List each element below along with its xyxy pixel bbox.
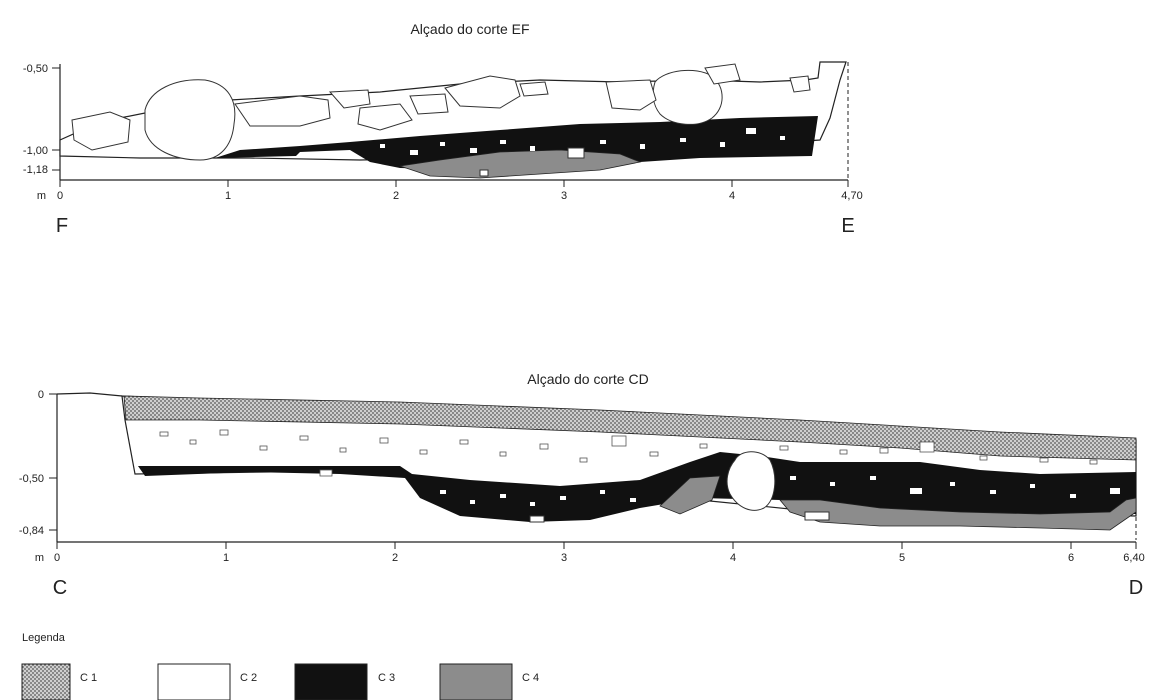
legend-label: C 2 — [240, 672, 257, 684]
legend-item-c2: C 2 — [157, 663, 257, 700]
cd-layer-c3 — [138, 452, 1136, 522]
legend: Legenda C 1 C 2 C 3 C 4 — [21, 632, 539, 700]
cd-y-tick: -0,84 — [19, 525, 44, 537]
legend-swatch-c3 — [294, 663, 368, 700]
ef-x-tick: 2 — [393, 190, 399, 202]
legend-swatch-c1 — [21, 663, 71, 700]
legend-item-c4: C 4 — [439, 663, 539, 700]
cd-layer-c4 — [659, 475, 1137, 531]
section-cd-title: Alçado do corte CD — [527, 371, 648, 387]
ef-y-tick: -0,50 — [23, 63, 48, 75]
cd-left-label: C — [53, 577, 67, 599]
cd-stones-c3 — [440, 476, 1120, 523]
section-cd-x-axis: m 0 1 2 3 4 5 6 6,40 — [35, 541, 1145, 564]
legend-label: C 1 — [80, 672, 97, 684]
ef-x-tick: 3 — [561, 190, 567, 202]
cd-y-tick: 0 — [38, 389, 44, 401]
legend-item-c3: C 3 — [294, 663, 395, 700]
section-ef-x-axis: m 0 1 2 3 4 4,70 — [37, 179, 863, 202]
ef-x-tick: 0 — [57, 190, 63, 202]
cd-x-tick: 6,40 — [1123, 552, 1144, 564]
cd-x-tick: 2 — [392, 552, 398, 564]
section-ef: Alçado do corte EF -0,50 -1,00 -1,18 m 0… — [23, 21, 863, 237]
cd-x-tick: 3 — [561, 552, 567, 564]
section-cd-y-axis: 0 -0,50 -0,84 — [19, 389, 58, 542]
ef-x-tick: 4,70 — [841, 190, 862, 202]
cd-x-tick: 0 — [54, 552, 60, 564]
cd-x-unit: m — [35, 552, 44, 564]
section-ef-y-axis: -0,50 -1,00 -1,18 — [23, 63, 61, 180]
ef-x-unit: m — [37, 190, 46, 202]
cd-ground-surface — [56, 392, 123, 397]
legend-title: Legenda — [22, 632, 66, 644]
cd-right-label: D — [1129, 577, 1143, 599]
legend-label: C 4 — [522, 672, 539, 684]
legend-swatch-c2 — [157, 663, 231, 700]
cd-x-tick: 5 — [899, 552, 905, 564]
cd-stone-large — [726, 451, 776, 511]
ef-small-stones — [380, 128, 785, 177]
cd-x-tick: 1 — [223, 552, 229, 564]
cd-x-tick: 4 — [730, 552, 736, 564]
section-ef-title: Alçado do corte EF — [410, 21, 529, 37]
ef-stones — [71, 63, 811, 161]
cd-layer-c1 — [123, 395, 1137, 461]
legend-label: C 3 — [378, 672, 395, 684]
ef-x-tick: 4 — [729, 190, 735, 202]
section-cd: Alçado do corte CD 0 -0,50 -0,84 m 0 1 2 — [19, 371, 1145, 599]
ef-right-label: E — [841, 215, 854, 237]
ef-left-label: F — [56, 215, 68, 237]
ef-y-tick: -1,18 — [23, 164, 48, 176]
cd-x-tick: 6 — [1068, 552, 1074, 564]
ef-y-tick: -1,00 — [23, 145, 48, 157]
legend-item-c1: C 1 — [21, 663, 97, 700]
ef-layer-c3 — [215, 116, 818, 170]
legend-swatch-c4 — [439, 663, 513, 700]
cd-stones-c2 — [159, 429, 1098, 477]
cd-y-tick: -0,50 — [19, 473, 44, 485]
ef-x-tick: 1 — [225, 190, 231, 202]
